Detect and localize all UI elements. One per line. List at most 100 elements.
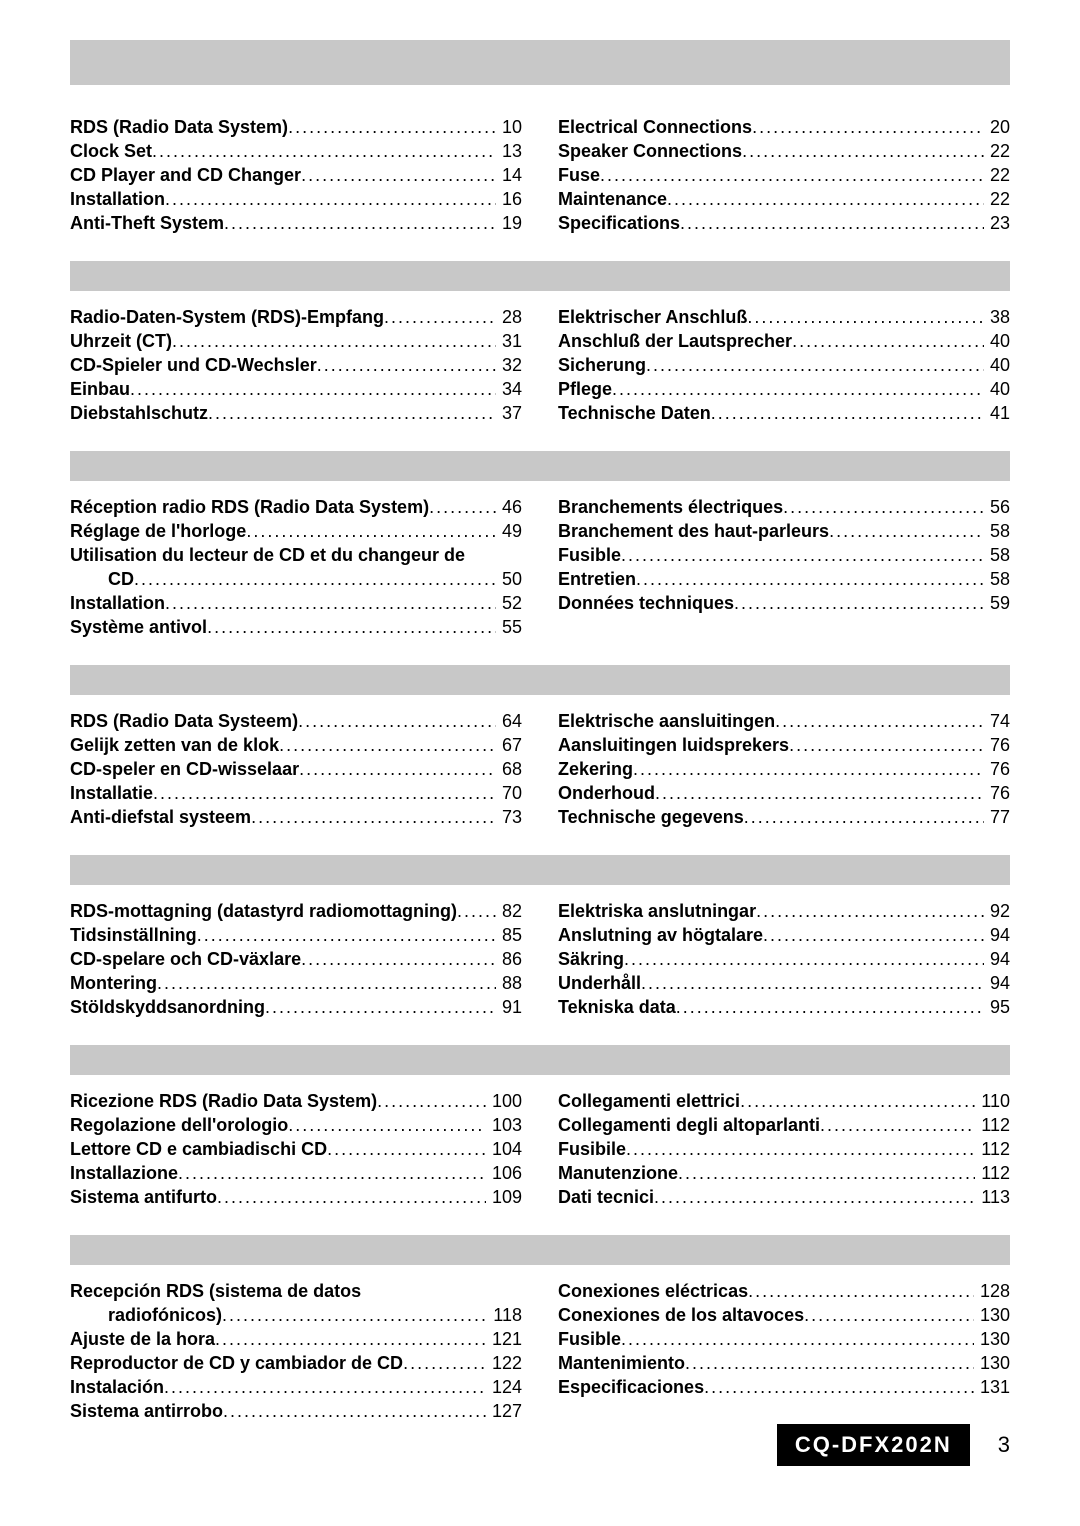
toc-title: Réglage de l'horloge bbox=[70, 519, 246, 543]
toc-page: 95 bbox=[984, 995, 1010, 1019]
dot-leader bbox=[153, 781, 496, 805]
toc-page: 58 bbox=[984, 567, 1010, 591]
toc-entry: Einbau 34 bbox=[70, 377, 522, 401]
toc-page: 58 bbox=[984, 519, 1010, 543]
toc-title: Elektriska anslutningar bbox=[558, 899, 756, 923]
toc-entry: RDS (Radio Data Systeem)64 bbox=[70, 709, 522, 733]
dot-leader bbox=[756, 899, 984, 923]
toc-section-dutch: RDS (Radio Data Systeem)64Gelijk zetten … bbox=[70, 665, 1010, 829]
toc-page: 46 bbox=[496, 495, 522, 519]
dot-leader bbox=[317, 353, 496, 377]
dot-leader bbox=[298, 709, 496, 733]
toc-page: 16 bbox=[496, 187, 522, 211]
toc-page: 34 bbox=[496, 377, 522, 401]
dot-leader bbox=[646, 353, 984, 377]
toc-title: Dati tecnici bbox=[558, 1185, 654, 1209]
page-number: 3 bbox=[998, 1432, 1010, 1458]
toc-entry: Recepción RDS (sistema de datos bbox=[70, 1279, 522, 1303]
dot-leader bbox=[676, 995, 984, 1019]
toc-entry: Fusible 58 bbox=[558, 543, 1010, 567]
dot-leader bbox=[457, 899, 496, 923]
toc-title: RDS (Radio Data System) bbox=[70, 115, 288, 139]
toc-entry: CD-spelare och CD-växlare86 bbox=[70, 947, 522, 971]
toc-title: CD-spelare och CD-växlare bbox=[70, 947, 301, 971]
toc-page: 112 bbox=[975, 1113, 1010, 1137]
toc-section-english: RDS (Radio Data System)10Clock Set13CD P… bbox=[70, 115, 1010, 235]
toc-entry: Diebstahlschutz37 bbox=[70, 401, 522, 425]
toc-page: 118 bbox=[487, 1303, 522, 1327]
toc-page: 70 bbox=[496, 781, 522, 805]
toc-page: 85 bbox=[496, 923, 522, 947]
toc-page: 58 bbox=[984, 543, 1010, 567]
toc-title: Pflege bbox=[558, 377, 612, 401]
toc-title: Onderhoud bbox=[558, 781, 655, 805]
toc-title: Specifications bbox=[558, 211, 680, 235]
dot-leader bbox=[217, 1185, 486, 1209]
dot-leader bbox=[299, 757, 496, 781]
dot-leader bbox=[134, 567, 496, 591]
toc-column-right: Collegamenti elettrici110Collegamenti de… bbox=[558, 1089, 1010, 1209]
dot-leader bbox=[641, 971, 984, 995]
toc-page: 112 bbox=[975, 1161, 1010, 1185]
toc-title: Montering bbox=[70, 971, 157, 995]
toc-title: Tekniska data bbox=[558, 995, 676, 1019]
toc-column-right: Elektrischer Anschluß38Anschluß der Laut… bbox=[558, 305, 1010, 425]
toc-title: Données techniques bbox=[558, 591, 734, 615]
toc-section-spanish: Recepción RDS (sistema de datosradiofóni… bbox=[70, 1235, 1010, 1423]
toc-title: Installazione bbox=[70, 1161, 178, 1185]
toc-title: Utilisation du lecteur de CD et du chang… bbox=[70, 543, 465, 567]
toc-title: Zekering bbox=[558, 757, 633, 781]
dot-leader bbox=[612, 377, 984, 401]
toc-entry: Elektrische aansluitingen74 bbox=[558, 709, 1010, 733]
toc-title: Radio-Daten-System (RDS)-Empfang bbox=[70, 305, 384, 329]
dot-leader bbox=[636, 567, 984, 591]
toc-entry: Ajuste de la hora121 bbox=[70, 1327, 522, 1351]
dot-leader bbox=[429, 495, 496, 519]
toc-page: 23 bbox=[984, 211, 1010, 235]
dot-leader bbox=[740, 1089, 975, 1113]
toc-title: Aansluitingen luidsprekers bbox=[558, 733, 789, 757]
toc-entry: Electrical Connections20 bbox=[558, 115, 1010, 139]
toc-entry-cont: radiofónicos)118 bbox=[70, 1303, 522, 1327]
toc-page: 113 bbox=[975, 1185, 1010, 1209]
dot-leader bbox=[655, 781, 984, 805]
toc-entry: Manutenzione112 bbox=[558, 1161, 1010, 1185]
toc-column-left: Recepción RDS (sistema de datosradiofóni… bbox=[70, 1279, 522, 1423]
toc-columns: Radio-Daten-System (RDS)-Empfang28Uhrzei… bbox=[70, 305, 1010, 425]
toc-title: Einbau bbox=[70, 377, 130, 401]
dot-leader bbox=[207, 615, 496, 639]
toc-page: 14 bbox=[496, 163, 522, 187]
toc-entry: Maintenance22 bbox=[558, 187, 1010, 211]
toc-entry: Données techniques59 bbox=[558, 591, 1010, 615]
toc-title: CD-speler en CD-wisselaar bbox=[70, 757, 299, 781]
toc-page: 76 bbox=[984, 733, 1010, 757]
toc-entry: Réception radio RDS (Radio Data System)4… bbox=[70, 495, 522, 519]
dot-leader bbox=[624, 947, 984, 971]
toc-page: 10 bbox=[496, 115, 522, 139]
dot-leader bbox=[222, 1303, 487, 1327]
toc-column-right: Conexiones eléctricas128Conexiones de lo… bbox=[558, 1279, 1010, 1423]
section-bar bbox=[70, 665, 1010, 695]
toc-title: Système antivol bbox=[70, 615, 207, 639]
dot-leader bbox=[164, 1375, 486, 1399]
toc-page: 38 bbox=[984, 305, 1010, 329]
toc-section-german: Radio-Daten-System (RDS)-Empfang28Uhrzei… bbox=[70, 261, 1010, 425]
toc-title: CD-Spieler und CD-Wechsler bbox=[70, 353, 317, 377]
toc-page: 130 bbox=[974, 1303, 1010, 1327]
toc-title: Fusible bbox=[558, 543, 621, 567]
toc-title: RDS (Radio Data Systeem) bbox=[70, 709, 298, 733]
section-bar bbox=[70, 1235, 1010, 1265]
toc-entry: Installatie70 bbox=[70, 781, 522, 805]
toc-columns: Recepción RDS (sistema de datosradiofóni… bbox=[70, 1279, 1010, 1423]
toc-entry: Fusibile112 bbox=[558, 1137, 1010, 1161]
toc-entry: RDS-mottagning (datastyrd radiomottagnin… bbox=[70, 899, 522, 923]
toc-entry: Entretien58 bbox=[558, 567, 1010, 591]
dot-leader bbox=[301, 163, 496, 187]
toc-column-left: Réception radio RDS (Radio Data System)4… bbox=[70, 495, 522, 639]
toc-entry: Collegamenti degli altoparlanti112 bbox=[558, 1113, 1010, 1137]
toc-page: 22 bbox=[984, 163, 1010, 187]
toc-page: 121 bbox=[486, 1327, 522, 1351]
toc-entry: Système antivol55 bbox=[70, 615, 522, 639]
dot-leader bbox=[820, 1113, 975, 1137]
toc-entry: RDS (Radio Data System) 10 bbox=[70, 115, 522, 139]
